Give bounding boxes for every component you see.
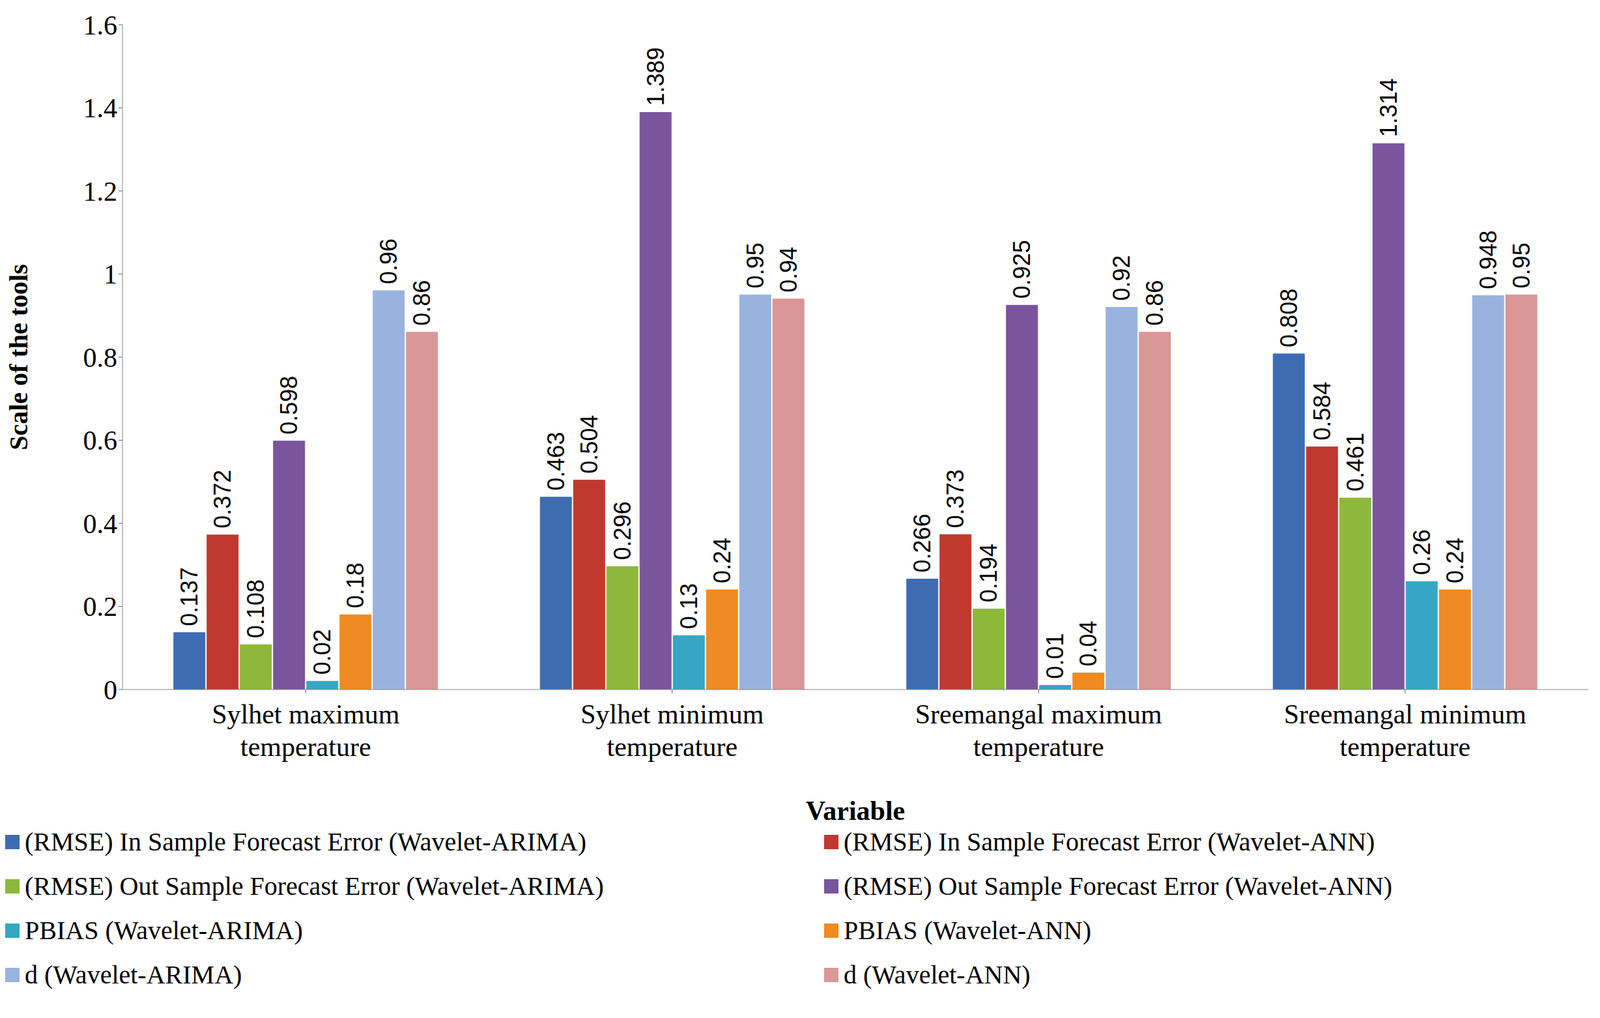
svg-text:0.598: 0.598 bbox=[275, 375, 303, 435]
svg-text:0.194: 0.194 bbox=[975, 543, 1002, 602]
html-text:(RMSE) In Sample Forecast Erro: (RMSE) In Sample Forecast Error (Wavelet… bbox=[24, 826, 587, 857]
svg-text:0.95: 0.95 bbox=[1508, 242, 1535, 288]
svg-text:1.314: 1.314 bbox=[1375, 78, 1402, 137]
svg-text:0.461: 0.461 bbox=[1342, 432, 1369, 492]
svg-text:0.26: 0.26 bbox=[1408, 528, 1436, 575]
svg-text:1.2: 1.2 bbox=[83, 176, 118, 207]
html-text:(RMSE) Out Sample Forecast Err: (RMSE) Out Sample Forecast Error (Wavele… bbox=[24, 871, 604, 901]
svg-text:0.24: 0.24 bbox=[708, 537, 736, 584]
svg-text:Sylhet maximum: Sylhet maximum bbox=[211, 699, 400, 729]
svg-text:0.948: 0.948 bbox=[1474, 230, 1502, 290]
svg-text:0.296: 0.296 bbox=[609, 500, 636, 560]
svg-text:0.504: 0.504 bbox=[575, 414, 603, 474]
svg-text:Scale of the tools: Scale of the tools bbox=[5, 263, 34, 451]
html-text:(RMSE) In Sample Forecast Erro: (RMSE) In Sample Forecast Error (Wavelet… bbox=[843, 826, 1375, 857]
svg-text:1.4: 1.4 bbox=[83, 93, 118, 124]
svg-text:0.372: 0.372 bbox=[209, 469, 236, 529]
svg-text:Sylhet minimum: Sylhet minimum bbox=[580, 699, 765, 729]
svg-text:Sreemangal maximum: Sreemangal maximum bbox=[915, 699, 1163, 729]
svg-text:0.94: 0.94 bbox=[775, 246, 802, 293]
svg-text:temperature: temperature bbox=[240, 731, 372, 762]
html-text:PBIAS (Wavelet-ANN): PBIAS (Wavelet-ANN) bbox=[843, 915, 1092, 945]
svg-text:0.6: 0.6 bbox=[83, 425, 118, 456]
svg-text:0.584: 0.584 bbox=[1308, 381, 1336, 441]
svg-text:0.108: 0.108 bbox=[242, 579, 270, 638]
svg-text:0.86: 0.86 bbox=[408, 280, 436, 326]
svg-text:1.389: 1.389 bbox=[642, 46, 670, 106]
svg-text:0.96: 0.96 bbox=[375, 238, 402, 285]
svg-text:0.13: 0.13 bbox=[675, 583, 703, 629]
svg-text:0.266: 0.266 bbox=[908, 513, 936, 572]
svg-text:0: 0 bbox=[103, 674, 118, 705]
svg-text:0.925: 0.925 bbox=[1008, 239, 1036, 299]
html-text:d (Wavelet-ARIMA): d (Wavelet-ARIMA) bbox=[24, 959, 242, 989]
svg-text:Sreemangal minimum: Sreemangal minimum bbox=[1284, 699, 1527, 729]
svg-text:0.137: 0.137 bbox=[175, 567, 203, 627]
svg-text:0.8: 0.8 bbox=[83, 342, 118, 373]
html-text:PBIAS (Wavelet-ARIMA): PBIAS (Wavelet-ARIMA) bbox=[24, 915, 303, 945]
svg-text:temperature: temperature bbox=[973, 731, 1105, 762]
svg-text:Variable: Variable bbox=[805, 795, 905, 820]
svg-text:1: 1 bbox=[103, 259, 118, 290]
svg-text:0.01: 0.01 bbox=[1041, 633, 1069, 679]
svg-text:0.02: 0.02 bbox=[308, 628, 336, 675]
svg-text:0.808: 0.808 bbox=[1275, 288, 1303, 348]
svg-text:0.373: 0.373 bbox=[942, 469, 969, 528]
svg-text:0.463: 0.463 bbox=[542, 431, 570, 491]
svg-text:0.92: 0.92 bbox=[1108, 254, 1135, 301]
svg-text:0.2: 0.2 bbox=[83, 591, 118, 622]
html-text:(RMSE) Out Sample Forecast Err: (RMSE) Out Sample Forecast Error (Wavele… bbox=[843, 871, 1393, 901]
svg-text:0.04: 0.04 bbox=[1074, 620, 1102, 666]
svg-text:0.24: 0.24 bbox=[1441, 537, 1469, 584]
svg-text:1.6: 1.6 bbox=[83, 10, 118, 41]
svg-text:temperature: temperature bbox=[1339, 731, 1471, 762]
html-text:d (Wavelet-ANN): d (Wavelet-ANN) bbox=[843, 959, 1031, 989]
svg-text:0.18: 0.18 bbox=[342, 562, 369, 608]
svg-text:temperature: temperature bbox=[606, 731, 738, 762]
svg-text:0.95: 0.95 bbox=[742, 242, 769, 288]
svg-text:0.86: 0.86 bbox=[1141, 280, 1169, 326]
svg-text:0.4: 0.4 bbox=[83, 508, 118, 539]
